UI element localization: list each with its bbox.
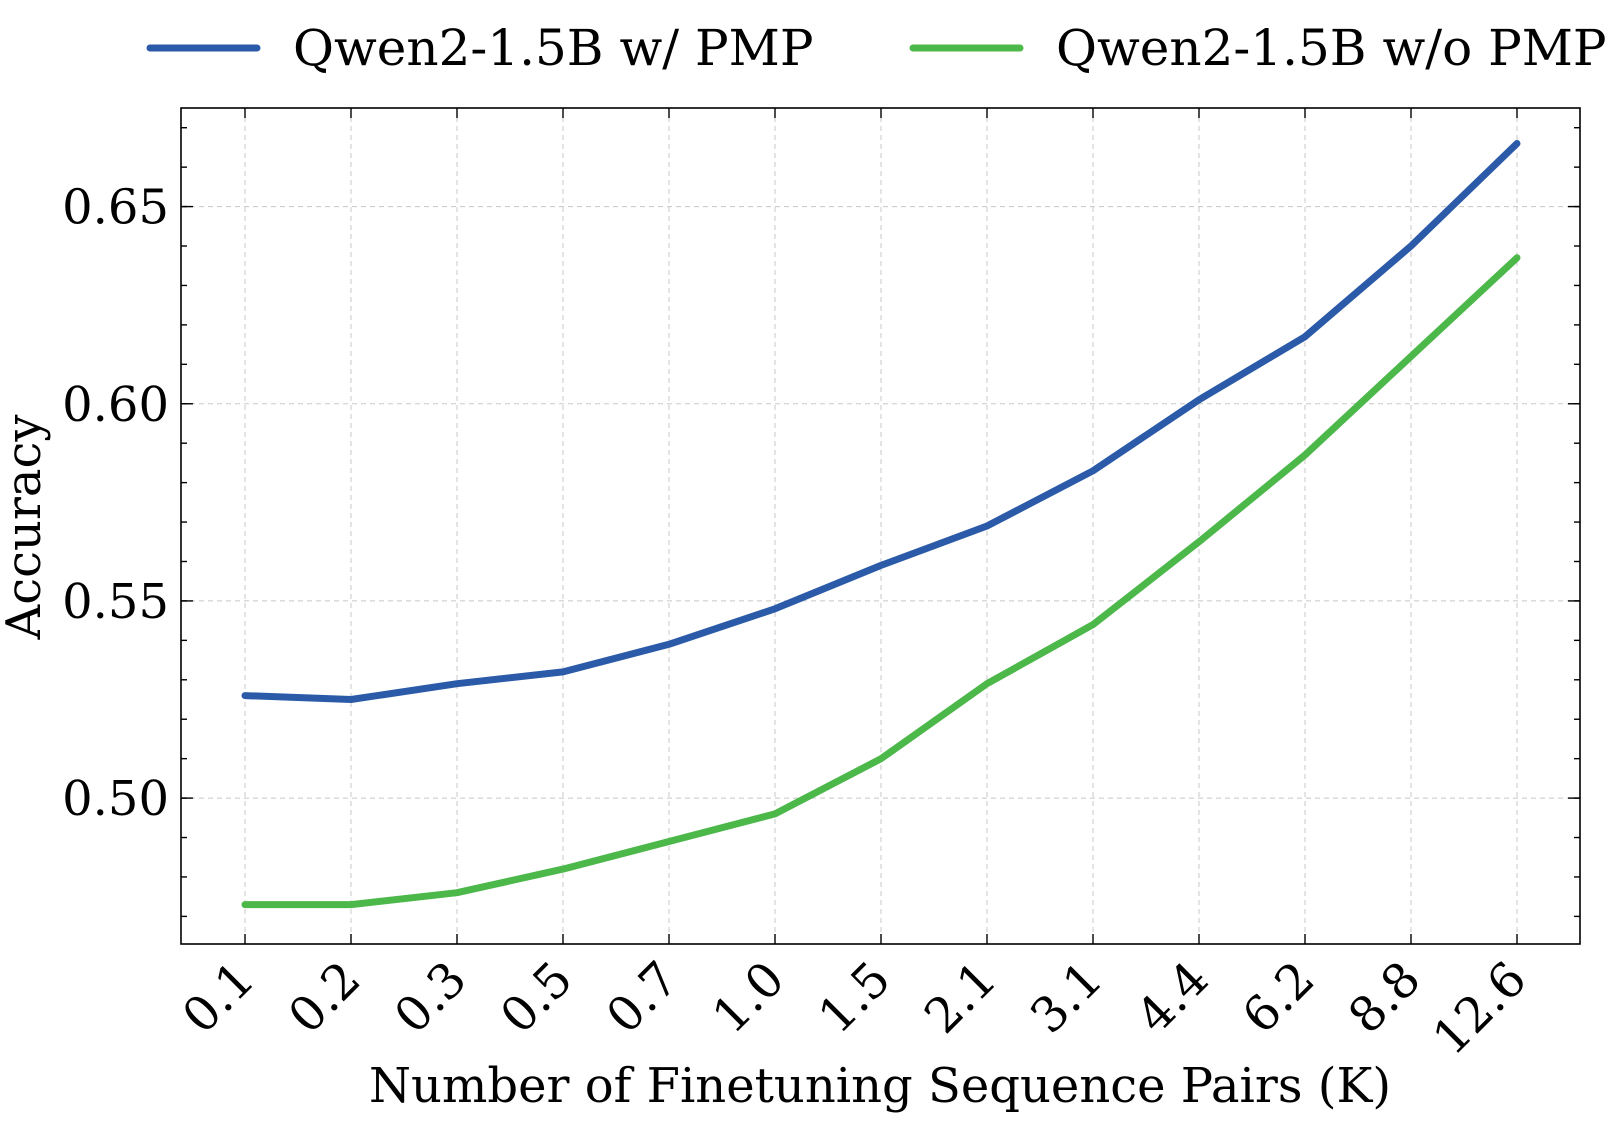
ticks	[181, 108, 1580, 944]
x-tick-label: 2.1	[914, 951, 1008, 1045]
y-tick-label: 0.65	[62, 180, 169, 236]
y-axis-label: Accuracy	[0, 415, 52, 641]
x-tick-label: 0.3	[384, 951, 478, 1045]
y-tick-label: 0.55	[62, 574, 169, 630]
x-axis-label: Number of Finetuning Sequence Pairs (K)	[369, 1058, 1391, 1114]
series-line-without-pmp	[241, 254, 1521, 909]
x-tick-label: 1.0	[702, 951, 796, 1045]
x-tick-label: 0.2	[278, 951, 372, 1045]
grid	[181, 108, 1580, 944]
series-line-with-pmp	[241, 140, 1521, 703]
legend-label: Qwen2-1.5B w/ PMP	[293, 19, 813, 77]
x-tick-label: 1.5	[808, 951, 902, 1045]
x-tick-label: 4.4	[1126, 951, 1220, 1045]
y-tick-labels: 0.50 0.55 0.60 0.65	[62, 180, 169, 828]
x-tick-label: 6.2	[1232, 951, 1326, 1045]
x-tick-label: 0.5	[490, 951, 584, 1045]
x-tick-labels: 0.1 0.2 0.3 0.5 0.7 1.0 1.5 2.1 3.1 4.4 6.2 8.812.6	[172, 951, 1538, 1066]
legend-label: Qwen2-1.5B w/o PMP	[1056, 19, 1607, 77]
x-tick-label: 8.8	[1338, 951, 1432, 1045]
y-tick-label: 0.50	[62, 771, 169, 827]
series-lines	[241, 140, 1521, 909]
y-tick-label: 0.60	[62, 377, 169, 433]
x-tick-label: 3.1	[1020, 951, 1114, 1045]
x-tick-label: 0.7	[596, 951, 690, 1045]
x-tick-label: 0.1	[172, 951, 266, 1045]
x-tick-label: 12.6	[1422, 951, 1537, 1066]
legend: Qwen2-1.5B w/ PMP Qwen2-1.5B w/o PMP	[146, 19, 1607, 77]
